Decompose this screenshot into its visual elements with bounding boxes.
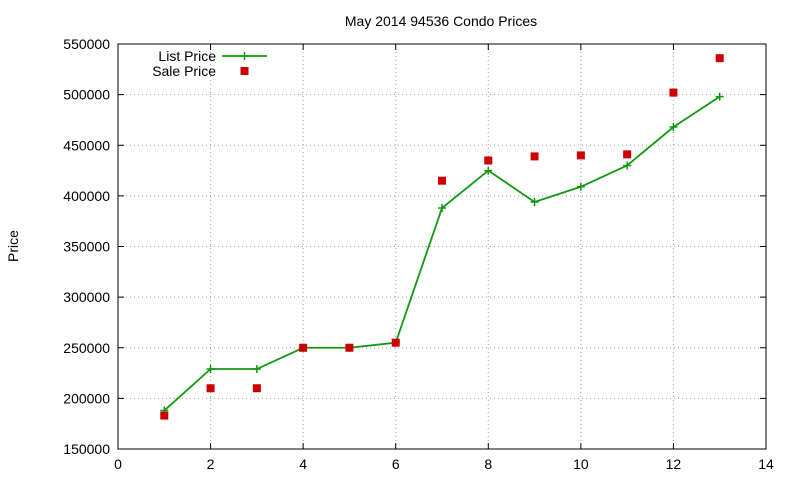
sale-price-point	[623, 150, 632, 159]
legend-marker-list-price	[240, 52, 249, 60]
y-tick-label: 300000	[63, 289, 110, 305]
y-tick-label: 350000	[63, 239, 110, 255]
sale-price-point	[252, 384, 261, 393]
y-tick-label: 450000	[63, 137, 110, 153]
sale-price-point	[484, 156, 493, 165]
y-axis-label: Price	[5, 230, 21, 262]
sale-price-point	[576, 151, 585, 160]
plot-frame	[117, 43, 767, 450]
x-tick-label: 0	[114, 456, 122, 472]
x-tick-label: 8	[484, 456, 492, 472]
sale-price-point	[391, 338, 400, 347]
series-layer	[160, 54, 724, 420]
sale-price-point	[530, 152, 539, 161]
x-tick-label: 6	[392, 456, 400, 472]
list-price-line	[163, 95, 721, 412]
list-price-point	[438, 204, 446, 213]
grid	[118, 44, 766, 449]
x-tick-label: 10	[573, 456, 589, 472]
list-price-point	[484, 166, 493, 175]
list-price-point	[715, 92, 724, 101]
x-tick-label: 14	[758, 456, 774, 472]
legend-marker-sale-price	[240, 67, 249, 75]
sale-price-point	[345, 343, 354, 352]
sale-price-point	[669, 88, 678, 97]
list-price-point	[669, 123, 678, 132]
sale-price-point	[299, 343, 308, 352]
y-tick-label: 500000	[63, 87, 110, 103]
list-price-point	[576, 182, 585, 191]
x-tick-label: 12	[666, 456, 682, 472]
legend-label-list-price: List Price	[158, 48, 216, 64]
sale-price-point	[206, 384, 215, 393]
list-price-point	[623, 161, 632, 170]
y-tick-label: 550000	[63, 36, 110, 52]
sale-price-point	[715, 54, 724, 63]
y-tick-label: 400000	[63, 188, 110, 204]
y-tick-label: 150000	[63, 441, 110, 457]
y-tick-label: 250000	[63, 340, 110, 356]
x-tick-label: 2	[207, 456, 215, 472]
x-tick-label: 4	[299, 456, 307, 472]
sale-price-point	[160, 411, 169, 420]
list-price-point	[252, 365, 261, 374]
list-price-point	[530, 197, 539, 206]
legend-label-sale-price: Sale Price	[152, 63, 216, 79]
sale-price-point	[438, 176, 446, 185]
ticks: 0 2 4 6 8 10 12 14 150000 200000 250000 300000 35000…	[63, 36, 774, 472]
y-tick-label: 200000	[63, 390, 110, 406]
list-price-point	[206, 365, 215, 374]
chart-title: May 2014 94536 Condo Prices	[345, 13, 537, 29]
